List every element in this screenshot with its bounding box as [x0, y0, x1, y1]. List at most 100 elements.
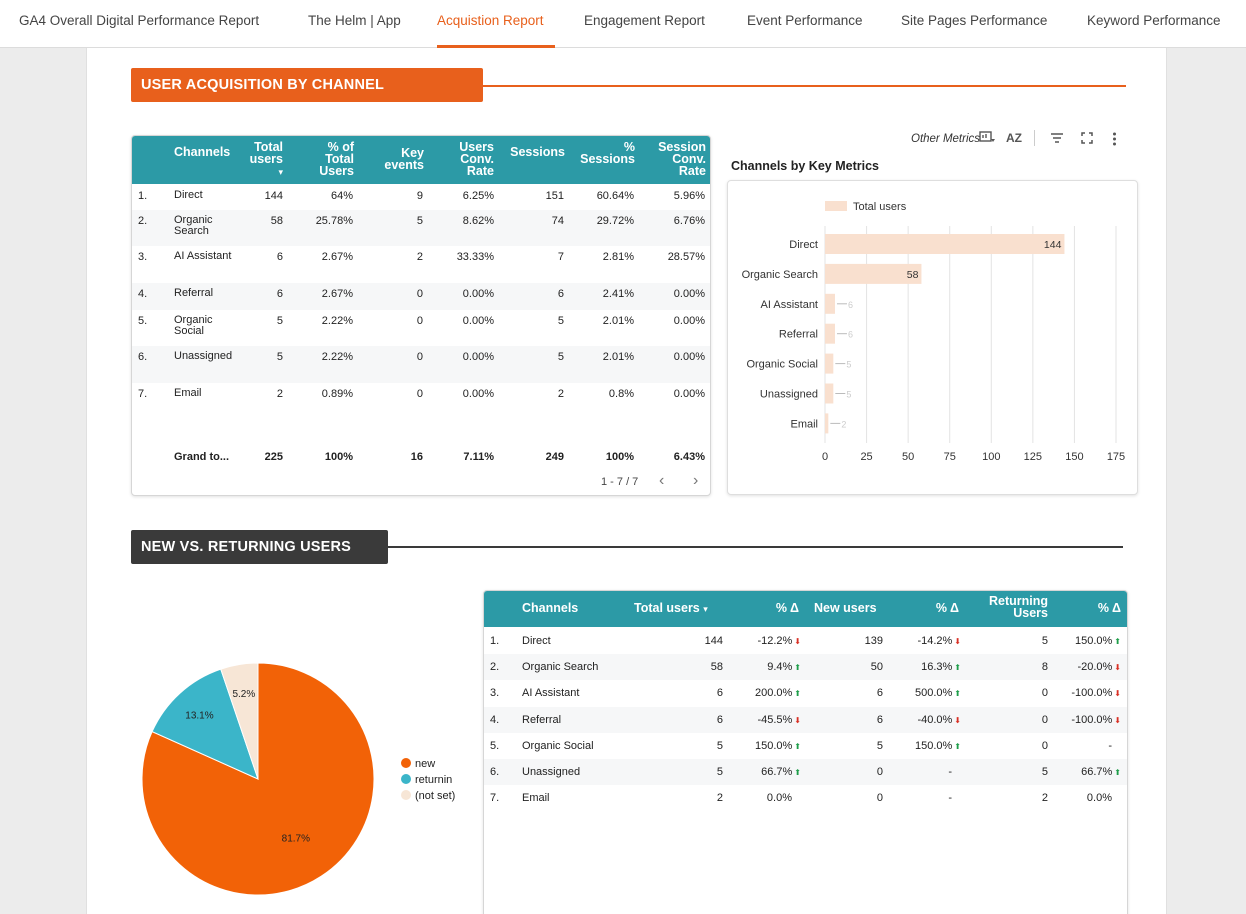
table-row[interactable]: 2. Organic Search 58 50 8 9.4% ⬆ 16.3% ⬆ -20.0% ⬇: [484, 654, 1127, 681]
table-row[interactable]: 1. Direct 144 139 5 -12.2% ⬇ -14.2% ⬇ 150.0% ⬆: [484, 628, 1127, 654]
col-header-total-users[interactable]: Total users ▾: [249, 140, 283, 177]
metric-picker-icon[interactable]: [978, 129, 996, 148]
tab-helm-app[interactable]: The Helm | App: [308, 13, 401, 28]
col-header-delta-total[interactable]: % Δ: [775, 601, 799, 615]
delta-value: -: [948, 766, 952, 778]
other-metrics-button[interactable]: Other Metrics: [911, 133, 981, 145]
legend-dot: [401, 758, 411, 768]
tab-engagement-report[interactable]: Engagement Report: [584, 13, 705, 28]
pie-slice-label: 81.7%: [282, 833, 310, 844]
col-header-total-users[interactable]: Total users ▾: [634, 601, 708, 615]
cell-users: 6: [276, 288, 283, 300]
sort-desc-icon[interactable]: ▾: [703, 604, 708, 614]
cell-num: 5.: [490, 739, 500, 752]
delta-value: 200.0%: [754, 687, 793, 700]
cell-pct-total: 25.78%: [315, 215, 353, 227]
table-row[interactable]: 6. Unassigned 5 2.22% 0 0.00% 5 2.01% 0.00%: [132, 346, 710, 383]
col-header-new-users[interactable]: New users: [814, 601, 877, 615]
table-row[interactable]: 7. Email 2 0 2 0.0% - 0.0%: [484, 785, 1127, 811]
delta-value: -100.0%: [1071, 713, 1113, 726]
bar: [825, 353, 834, 374]
cell-returning-users: 0: [1041, 739, 1048, 752]
cell-delta-total: 200.0% ⬆: [729, 687, 801, 699]
col-header-key-events[interactable]: Key events: [384, 146, 424, 172]
trend-up-icon: ⬆: [794, 663, 801, 673]
cell-total-users: 5: [716, 739, 723, 752]
cell-delta-returning: 150.0% ⬆: [1049, 635, 1121, 647]
tab-site-pages-performance[interactable]: Site Pages Performance: [901, 13, 1048, 28]
col-header-delta-returning[interactable]: % Δ: [1097, 601, 1121, 615]
bar: [825, 413, 829, 434]
table-row[interactable]: 5. Organic Social 5 5 0 150.0% ⬆ 150.0% ⬆ -: [484, 733, 1127, 759]
more-options-icon[interactable]: [1112, 132, 1117, 149]
sort-desc-icon[interactable]: ▾: [278, 167, 283, 177]
trend-down-icon: ⬇: [954, 637, 961, 646]
table-row[interactable]: 4. Referral 6 6 0 -45.5% ⬇ -40.0% ⬇ -100.0% ⬇: [484, 706, 1127, 733]
trend-up-icon: ⬆: [954, 689, 961, 699]
table-row[interactable]: 3. AI Assistant 6 6 0 200.0% ⬆ 500.0% ⬆ -100.0% ⬇: [484, 680, 1127, 706]
table-row[interactable]: 2. Organic Search 58 25.78% 5 8.62% 74 29.72% 6.…: [132, 210, 710, 246]
cell-pct-total: 0.89%: [321, 388, 353, 400]
bar-chart-card: 0 25 50 75 100 125 150 175 Total users Direct 144 O…: [727, 180, 1138, 495]
cell-delta-new: 500.0% ⬆: [889, 687, 961, 699]
cell-total-users: 6: [716, 687, 723, 700]
cell-returning-users: 0: [1041, 713, 1048, 726]
col-header-session-conv-rate[interactable]: Session Conv. Rate: [658, 140, 706, 178]
cell-channel: Organic Search: [522, 661, 599, 674]
col-header-pct-sessions[interactable]: % Sessions: [580, 140, 635, 166]
delta-value: -45.5%: [757, 713, 793, 726]
cell-num: 7.: [138, 388, 148, 400]
cell-channel: Referral: [174, 287, 214, 299]
col-header-channels[interactable]: Channels: [522, 601, 579, 615]
fullscreen-icon[interactable]: [1081, 132, 1093, 147]
table-row[interactable]: 4. Referral 6 2.67% 0 0.00% 6 2.41% 0.00%: [132, 283, 710, 310]
bar-value-label: 58: [907, 269, 919, 281]
cell-returning-users: 2: [1041, 792, 1048, 805]
col-header-delta-new[interactable]: % Δ: [935, 601, 959, 615]
col-header-sessions[interactable]: Sessions: [510, 145, 565, 159]
cell-num: 6.: [138, 351, 148, 363]
pie-slice-label: 5.2%: [232, 689, 255, 700]
next-page-button[interactable]: ›: [693, 472, 699, 489]
tab-event-performance[interactable]: Event Performance: [747, 13, 863, 28]
cell-pct-sessions: 2.81%: [602, 251, 634, 263]
tab-acquisition-report[interactable]: Acquistion Report: [437, 13, 544, 28]
prev-page-button[interactable]: ‹: [659, 472, 665, 489]
cell-num: 3.: [138, 251, 148, 263]
filter-icon[interactable]: [1050, 132, 1064, 147]
table-row[interactable]: 7. Email 2 0.89% 0 0.00% 2 0.8% 0.00%: [132, 383, 710, 410]
col-header-users-conv-rate[interactable]: Users Conv. Rate: [459, 140, 494, 178]
table-row[interactable]: 5. Organic Social 5 2.22% 0 0.00% 5 2.01% 0.00%: [132, 310, 710, 346]
cell-new-users: 0: [876, 792, 883, 805]
total-pct: 100%: [324, 451, 353, 463]
table-row[interactable]: 1. Direct 144 64% 9 6.25% 151 60.64% 5.96%: [132, 185, 710, 210]
cell-session-conv: 0.00%: [673, 288, 705, 300]
tab-overall-performance[interactable]: GA4 Overall Digital Performance Report: [19, 13, 260, 28]
cell-num: 2.: [138, 215, 148, 227]
x-tick-label: 175: [1107, 451, 1125, 463]
table-row[interactable]: 6. Unassigned 5 0 5 66.7% ⬆ -66.7% ⬆: [484, 759, 1127, 785]
cell-key-events: 0: [416, 288, 423, 300]
cell-users: 6: [276, 251, 283, 263]
cell-total-users: 5: [716, 766, 723, 778]
tab-keyword-performance[interactable]: Keyword Performance: [1087, 13, 1221, 28]
cell-session-conv: 0.00%: [673, 315, 705, 327]
x-tick-label: 150: [1065, 451, 1083, 463]
table-row[interactable]: 3. AI Assistant 6 2.67% 2 33.33% 7 2.81% 28.57%: [132, 246, 710, 283]
cell-delta-new: -14.2% ⬇: [889, 635, 961, 647]
col-header-returning-users[interactable]: Returning Users: [988, 594, 1048, 620]
cell-new-users: 50: [870, 661, 883, 674]
cell-channel: AI Assistant: [174, 250, 232, 262]
col-header-pct-total-users[interactable]: % of Total Users: [319, 140, 354, 178]
cell-delta-returning: 0.0%: [1049, 792, 1121, 804]
active-tab-indicator: [437, 45, 555, 48]
cell-pct-sessions: 29.72%: [596, 215, 634, 227]
delta-value: -14.2%: [917, 635, 953, 647]
sort-az-icon[interactable]: AZ: [1006, 131, 1022, 145]
bar: [825, 383, 834, 404]
cell-pct-sessions: 60.64%: [596, 190, 634, 202]
cell-conv-rate: 6.25%: [462, 190, 494, 202]
col-header-channels[interactable]: Channels: [174, 145, 231, 159]
cell-pct-sessions: 2.01%: [602, 351, 634, 363]
cell-delta-new: -: [889, 766, 961, 778]
